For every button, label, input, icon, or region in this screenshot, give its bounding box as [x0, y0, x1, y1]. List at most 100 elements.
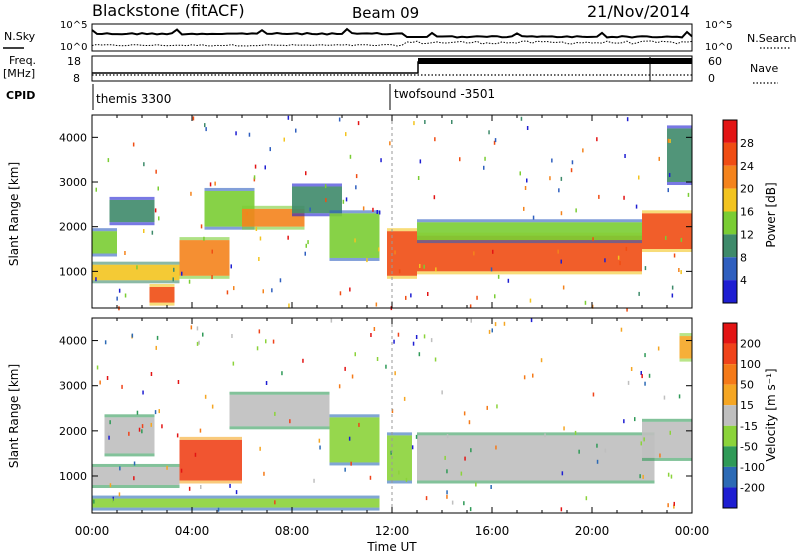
- power-speck-13: [354, 238, 356, 243]
- velocity-speck-3: [446, 490, 448, 495]
- power-speck-117: [671, 293, 674, 298]
- power-speck-107: [304, 251, 306, 256]
- power-edge-top-5: [204, 187, 255, 191]
- velocity-speck-156: [470, 318, 472, 323]
- velocity-speck-28: [376, 357, 379, 361]
- power-speck-89: [623, 195, 625, 200]
- velocity-speck-58: [344, 366, 346, 371]
- velocity-speck-87: [604, 448, 607, 453]
- power-cell-4: [179, 240, 230, 276]
- velocity-edge-bottom-0: [92, 485, 180, 489]
- velocity-speck-66: [627, 380, 630, 385]
- power-speck-65: [427, 292, 429, 296]
- velocity-cell-3: [179, 439, 242, 481]
- power-speck-23: [188, 279, 191, 284]
- velocity-speck-11: [158, 409, 160, 414]
- power-speck-10: [204, 123, 206, 128]
- power-speck-116: [372, 207, 374, 212]
- velocity-speck-80: [496, 404, 498, 409]
- power-speck-18: [494, 294, 496, 299]
- velocity-cell-4: [229, 394, 330, 427]
- power-speck-147: [380, 158, 382, 163]
- velocity-colorbar-tick-2: 50: [740, 379, 754, 392]
- power-speck-30: [635, 204, 638, 209]
- power-edge-top-2: [109, 196, 155, 200]
- power-speck-90: [136, 265, 138, 270]
- power-speck-118: [667, 138, 670, 143]
- power-speck-54: [644, 266, 647, 271]
- power-speck-75: [492, 249, 494, 254]
- power-edge-bottom-5: [204, 226, 255, 230]
- velocity-speck-69: [204, 394, 207, 399]
- power-speck-81: [116, 296, 118, 301]
- power-speck-142: [235, 131, 237, 136]
- velocity-speck-56: [229, 483, 231, 488]
- velocity-speck-72: [133, 476, 135, 481]
- velocity-speck-88: [403, 396, 406, 401]
- velocity-speck-121: [398, 470, 400, 475]
- velocity-speck-64: [657, 346, 660, 351]
- velocity-speck-57: [118, 492, 121, 497]
- x-tick-label-0: 00:00: [75, 524, 110, 538]
- power-speck-29: [305, 243, 307, 248]
- velocity-speck-37: [490, 485, 492, 489]
- velocity-speck-12: [107, 432, 109, 437]
- power-speck-14: [283, 137, 285, 142]
- velocity-speck-84: [108, 435, 110, 440]
- velocity-speck-118: [673, 501, 675, 506]
- date-title: 21/Nov/2014: [587, 2, 690, 21]
- power-speck-86: [451, 120, 453, 124]
- velocity-speck-0: [418, 352, 421, 357]
- power-edge-top-13: [667, 125, 692, 129]
- velocity-speck-4: [451, 500, 454, 505]
- power-speck-82: [95, 187, 97, 192]
- power-speck-93: [203, 236, 205, 241]
- velocity-speck-103: [444, 455, 446, 460]
- velocity-speck-128: [669, 430, 671, 435]
- power-speck-3: [253, 177, 256, 182]
- power-ytick-label-2: 3000: [59, 176, 87, 189]
- power-ytick-label-1: 2000: [59, 221, 87, 234]
- velocity-edge-top-1: [104, 414, 155, 418]
- power-colorbar-cell-0: [723, 120, 737, 143]
- velocity-speck-126: [423, 334, 426, 339]
- velocity-ytick-label-0: 1000: [59, 470, 87, 483]
- power-speck-51: [118, 288, 121, 293]
- velocity-cell-5: [329, 417, 380, 463]
- velocity-speck-45: [574, 430, 577, 435]
- velocity-edge-top-0: [92, 463, 180, 467]
- power-speck-136: [560, 176, 563, 181]
- velocity-speck-5: [430, 338, 433, 343]
- power-cell-7: [292, 186, 342, 214]
- velocity-colorbar-tick-0: 200: [740, 338, 761, 351]
- power-speck-34: [469, 304, 472, 309]
- velocity-speck-112: [532, 373, 534, 378]
- freq-tick-top: 18: [67, 55, 81, 68]
- velocity-edge-bottom-9: [679, 358, 692, 362]
- power-speck-145: [258, 257, 260, 261]
- power-panel: 1000 2000 3000 4000 4 8 12 16 20 24 28: [59, 114, 754, 312]
- velocity-speck-92: [434, 357, 437, 362]
- velocity-speck-65: [464, 456, 466, 461]
- velocity-speck-101: [585, 496, 588, 501]
- power-speck-154: [419, 159, 422, 164]
- velocity-speck-155: [639, 474, 641, 479]
- power-speck-15: [423, 264, 425, 269]
- velocity-speck-30: [663, 395, 666, 400]
- power-speck-61: [417, 176, 420, 180]
- power-speck-126: [680, 237, 683, 242]
- power-speck-122: [214, 181, 216, 186]
- power-speck-159: [246, 211, 248, 216]
- power-speck-5: [211, 275, 213, 280]
- power-edge-top-7: [292, 183, 342, 187]
- noise-tick-left-bottom: 10^0: [60, 42, 87, 53]
- velocity-speck-153: [155, 345, 157, 350]
- power-speck-84: [435, 267, 437, 272]
- velocity-speck-24: [133, 461, 136, 466]
- station-title: Blackstone (fitACF): [92, 1, 245, 20]
- velocity-cell-7: [417, 435, 655, 481]
- power-speck-0: [529, 298, 532, 303]
- velocity-speck-50: [104, 340, 107, 345]
- power-speck-8: [378, 210, 381, 215]
- power-speck-59: [619, 261, 621, 266]
